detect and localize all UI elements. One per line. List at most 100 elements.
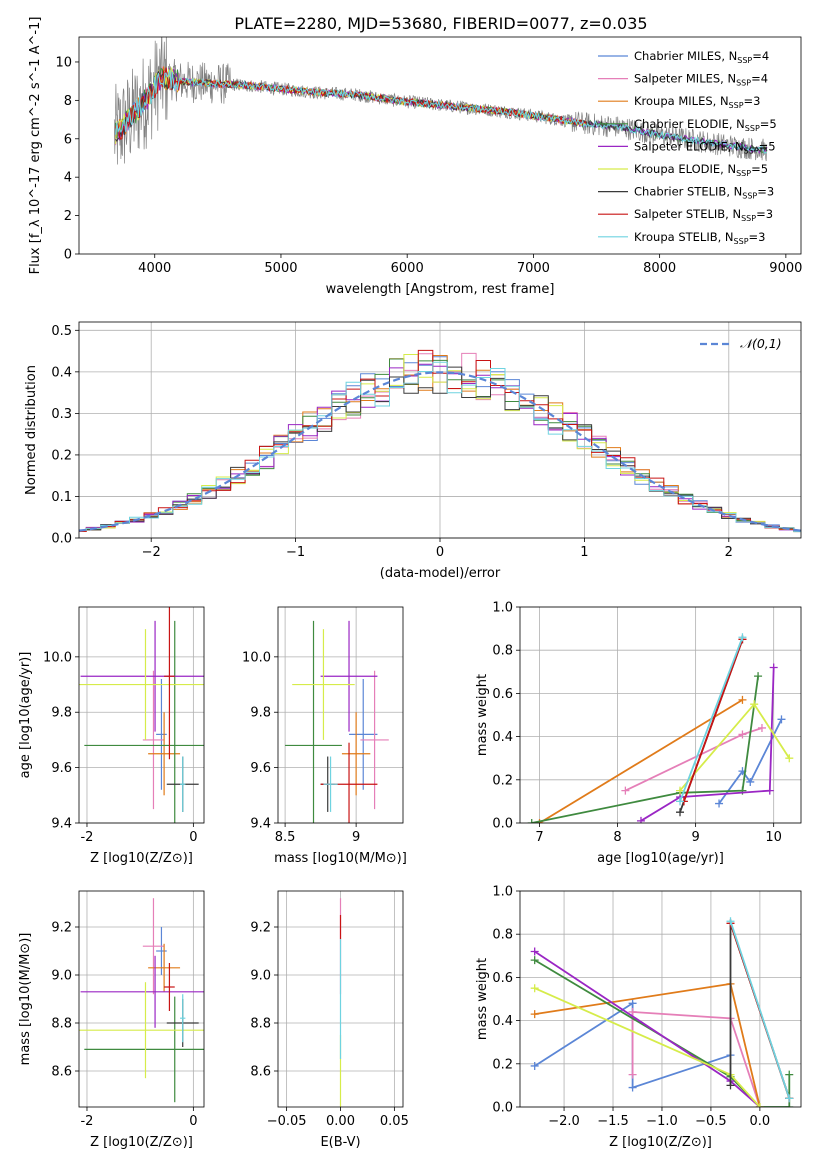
y-tick-label: 8.6: [51, 1065, 72, 1080]
y-tick-label: 10: [55, 55, 72, 70]
y-axis-label: mass [log10(M/M⊙)]: [18, 933, 33, 1066]
y-tick-label: 8.8: [51, 1017, 72, 1032]
weight-marker-kroupa_elodie: [750, 700, 759, 709]
weight_vs_Z-axes: −2.0 −1.5 −1.0 −0.5 0.0 0.0 0.2 0.4 0.6 0.8 1.0 Z […: [475, 885, 802, 1150]
y-tick-label: 9.0: [250, 969, 271, 984]
weight-marker-chabrier_miles: [746, 777, 755, 786]
spectrum-axes: 4000 5000 6000 7000 8000 9000 0 2 4 6 8 10 wavelengt…: [28, 17, 802, 297]
y-axis-label: mass weight: [475, 674, 490, 756]
axes-frame: [78, 890, 205, 1108]
weight-marker-chabrier_miles: [628, 999, 637, 1008]
x-tick-label: 0.0: [750, 1114, 771, 1129]
x-tick-label: -2: [80, 830, 93, 845]
weight_vs_age-plot: [527, 633, 794, 823]
legend-entry: Kroupa ELODIE, NSSP=5: [634, 162, 768, 178]
model-spectrum-kroupa_stelib: [115, 69, 768, 154]
x-tick-label: −0.5: [695, 1114, 727, 1129]
weight-marker-salpeter_elodie: [769, 663, 778, 672]
y-axis-label: Flux [f_λ 10^-17 erg cm^-2 s^-1 A^-1]: [28, 17, 43, 275]
data-spectrum-line: [113, 37, 768, 165]
weight-marker-kroupa_elodie: [676, 786, 685, 795]
weight-line-kroupa_miles: [539, 699, 743, 823]
x-tick-label: −2: [142, 545, 161, 560]
histogram-chabrier_stelib: [79, 366, 801, 531]
y-tick-label: 0: [64, 248, 72, 263]
x-axis-label: Z [log10(Z/Z⊙)]: [90, 851, 193, 866]
x-tick-label: 0: [436, 545, 444, 560]
x-axis-label: E(B-V): [320, 1135, 360, 1150]
x-tick-label: 10: [765, 830, 782, 845]
axes-frame: [78, 321, 802, 539]
legend-entry: Salpeter MILES, NSSP=4: [634, 72, 768, 88]
y-tick-label: 0.4: [51, 365, 72, 380]
legend-entry: Kroupa STELIB, NSSP=3: [634, 230, 765, 246]
y-tick-label: 9.2: [51, 921, 72, 936]
y-tick-label: 10.0: [43, 650, 72, 665]
weight-marker-kroupa_miles: [530, 1010, 539, 1019]
y-axis-label: Normed distribution: [24, 365, 39, 495]
y-tick-label: 0.8: [492, 644, 513, 659]
weight-marker-kroupa_stelib: [738, 633, 747, 642]
weight-marker-kroupa_miles: [535, 819, 544, 823]
y-tick-label: 9.4: [51, 817, 72, 832]
legend-entry: Salpeter ELODIE, NSSP=5: [634, 139, 776, 155]
weight-marker-salpeter_miles: [621, 786, 630, 795]
residuals-axes: −2 −1 0 1 2 0.0 0.1 0.2 0.3 0.4 0.5 (data-model)/er…: [24, 321, 802, 581]
x-axis-label: (data-model)/error: [380, 566, 501, 581]
legend-entry: Chabrier ELODIE, NSSP=5: [634, 117, 777, 133]
weight-marker-salpeter_elodie: [765, 786, 774, 795]
weight-marker-chabrier_elodie: [785, 1070, 794, 1079]
weight-marker-kroupa_elodie: [530, 984, 539, 993]
weight-marker-chabrier_miles: [530, 1061, 539, 1070]
normal-curve: [79, 371, 801, 532]
y-tick-label: 9.6: [250, 761, 271, 776]
weight-marker-salpeter_miles: [757, 723, 766, 732]
weight-marker-kroupa_elodie: [755, 1103, 764, 1107]
y-tick-label: 0.0: [51, 532, 72, 547]
x-axis-label: Z [log10(Z/Z⊙)]: [90, 1135, 193, 1150]
x-tick-label: 9: [691, 830, 699, 845]
age_vs_Z-plot: [79, 607, 204, 823]
weight_vs_Z-plot: [530, 917, 794, 1107]
weight-line-salpeter_miles: [631, 1011, 761, 1107]
x-tick-label: −2.0: [548, 1114, 580, 1129]
y-tick-label: 8.8: [250, 1017, 271, 1032]
x-tick-label: 0.05: [380, 1114, 409, 1129]
weight-line-kroupa_stelib: [679, 636, 744, 802]
weight-marker-salpeter_miles: [738, 730, 747, 739]
panels: 4000 5000 6000 7000 8000 90000246810wavelengt…: [18, 17, 802, 1150]
x-tick-label: 2: [725, 545, 733, 560]
y-tick-label: 9.8: [51, 706, 72, 721]
x-tick-label: -2: [80, 1114, 93, 1129]
axes-frame: [277, 606, 404, 824]
weight-marker-kroupa_miles: [738, 695, 747, 704]
x-tick-label: 4000: [138, 261, 171, 276]
x-tick-label: 8000: [643, 261, 676, 276]
x-tick-label: 8: [613, 830, 621, 845]
x-tick-label: 0: [189, 1114, 197, 1129]
mass_vs_Z-axes: -2 0 8.6 8.8 9.0 9.2 Z [log10(Z/Z⊙)] mass [log1…: [18, 890, 205, 1150]
y-tick-label: 0.8: [492, 928, 513, 943]
legend-entry: Chabrier STELIB, NSSP=3: [634, 185, 774, 201]
weight-marker-kroupa_stelib: [726, 917, 735, 926]
age_vs_Z-axes: -2 0 9.4 9.6 9.8 10.0 Z [log10(Z/Z⊙)] age [log1…: [18, 606, 205, 866]
weight-line-salpeter_elodie: [640, 667, 775, 822]
y-tick-label: 0.2: [492, 773, 513, 788]
y-tick-label: 0.0: [492, 817, 513, 832]
weight-marker-chabrier_stelib: [726, 1081, 735, 1090]
x-axis-label: wavelength [Angstrom, rest frame]: [326, 282, 555, 297]
axes-frame: [78, 606, 205, 824]
y-tick-label: 0.4: [492, 1014, 513, 1029]
axes-frame: [277, 890, 404, 1108]
y-tick-label: 8.6: [250, 1065, 271, 1080]
weight-marker-chabrier_elodie: [530, 956, 539, 965]
y-tick-label: 0.6: [492, 687, 513, 702]
mass_vs_Z-plot: [79, 898, 204, 1103]
y-tick-label: 0.3: [51, 407, 72, 422]
age_vs_mass-plot: [285, 620, 389, 823]
weight-marker-chabrier_elodie: [527, 819, 536, 823]
y-tick-label: 0.0: [492, 1101, 513, 1116]
x-axis-label: age [log10(age/yr)]: [597, 851, 724, 866]
y-tick-label: 1.0: [492, 885, 513, 900]
